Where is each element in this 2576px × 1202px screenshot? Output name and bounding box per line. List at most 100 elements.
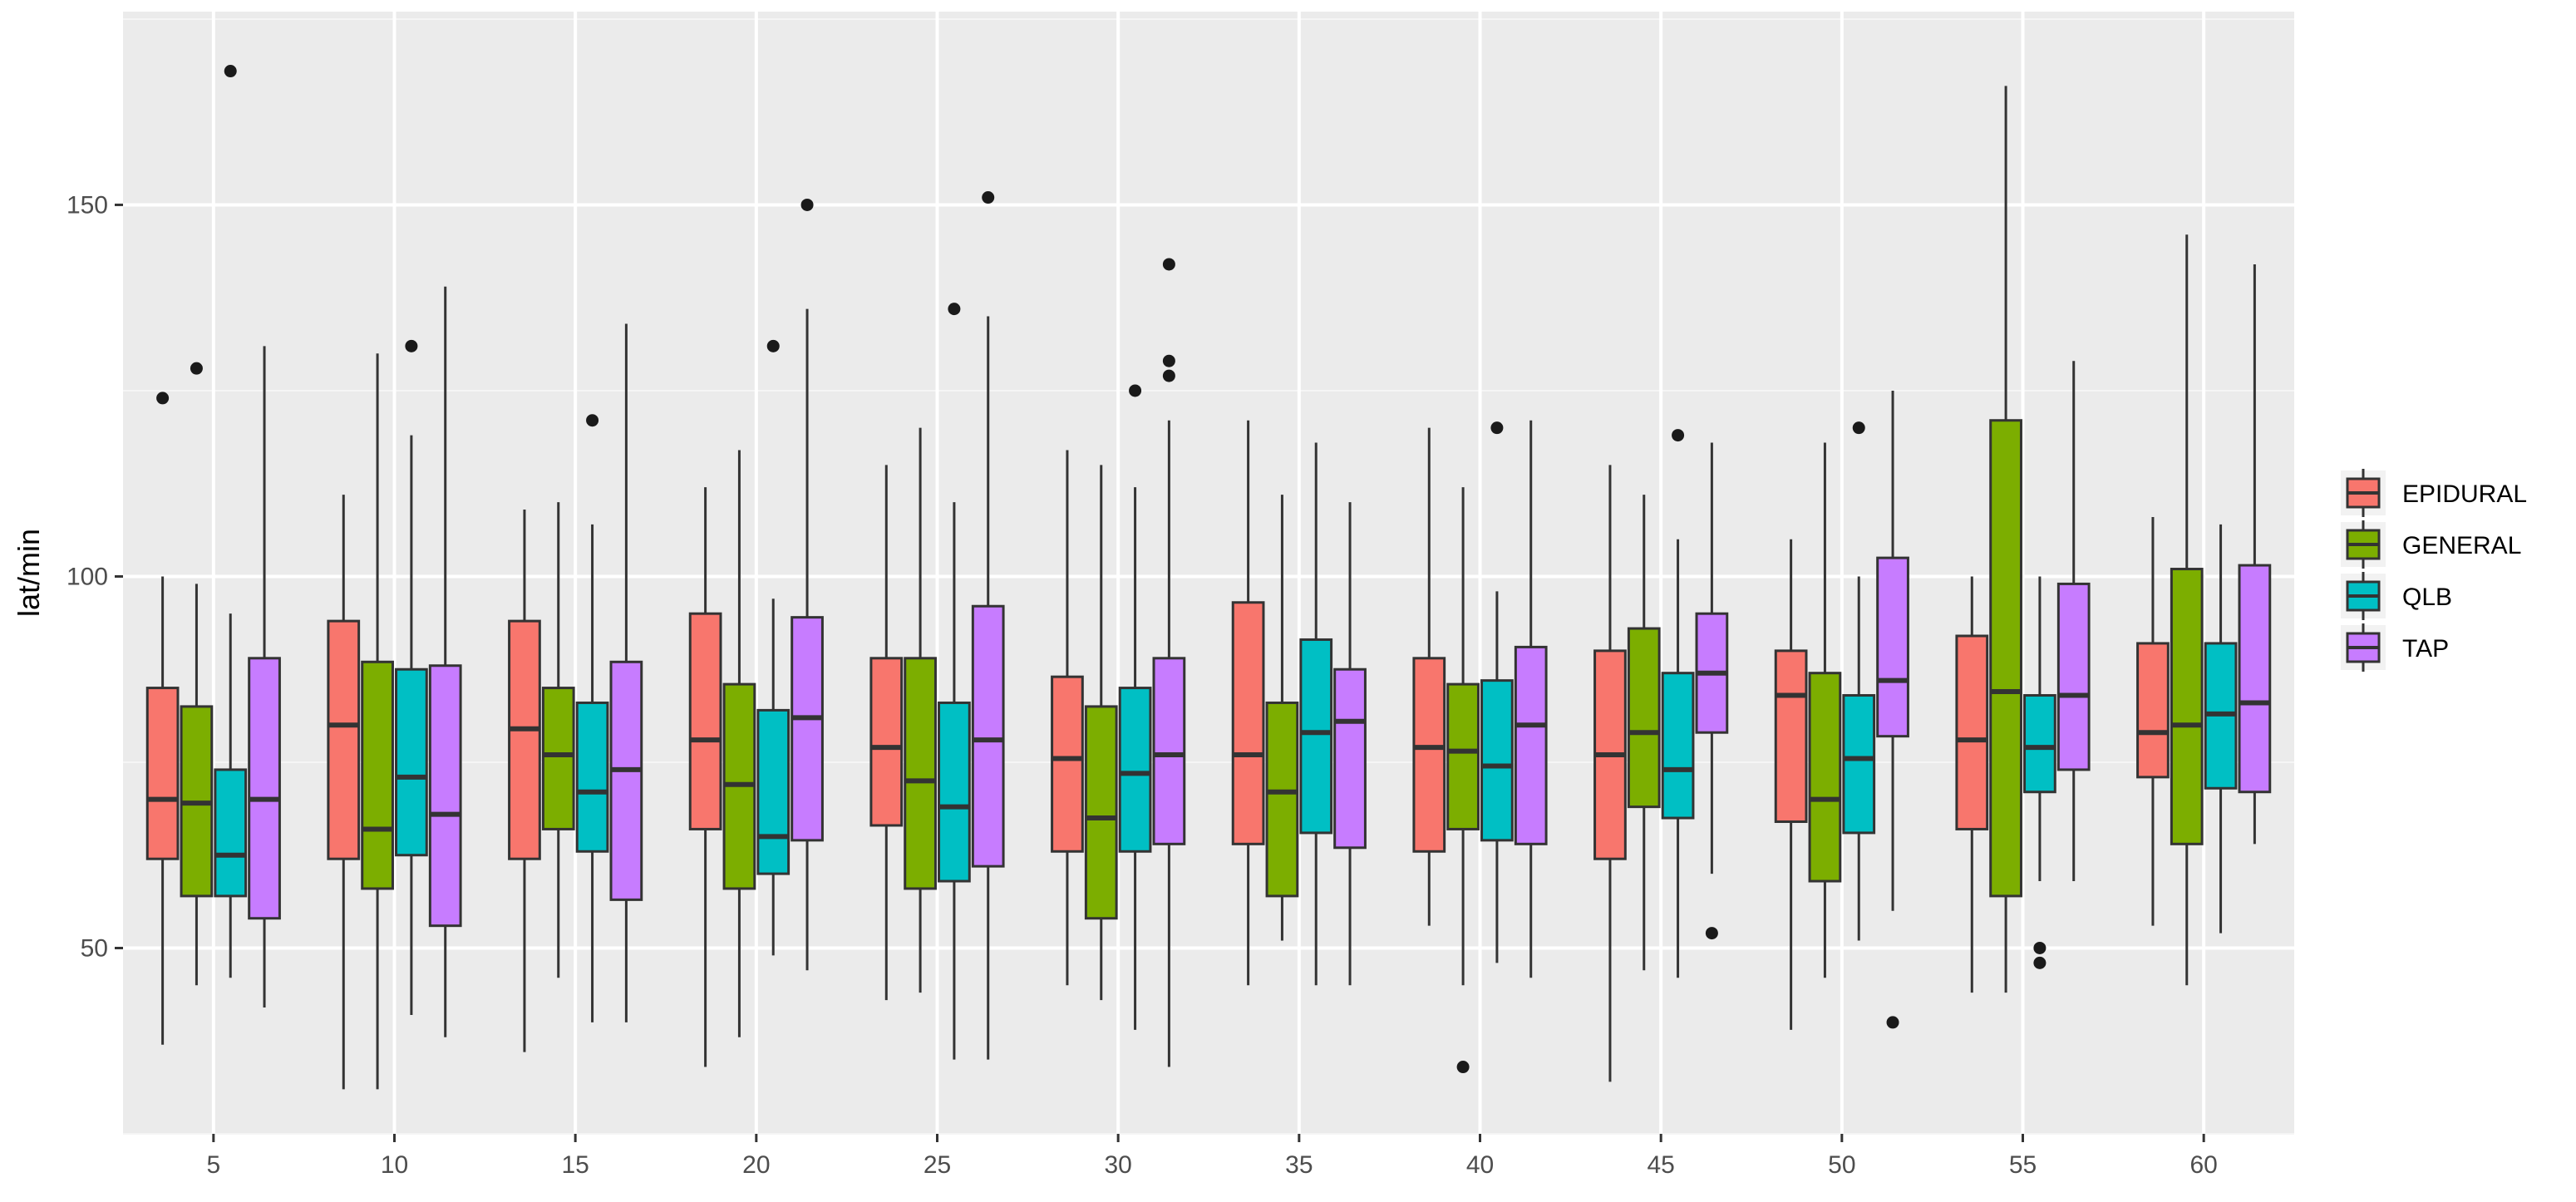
- box-iqr: [248, 657, 281, 920]
- box-epidural-35: [1231, 420, 1265, 986]
- box-iqr: [1299, 638, 1333, 835]
- box-iqr: [869, 657, 904, 827]
- box-qlb-40: [1480, 591, 1514, 963]
- box-qlb-10: [395, 435, 428, 1015]
- box-qlb-35: [1299, 442, 1333, 986]
- box-iqr: [2170, 568, 2204, 845]
- panel-background: [123, 12, 2294, 1134]
- legend-item-general: GENERAL: [2341, 520, 2521, 569]
- box-series: [145, 86, 2272, 1090]
- outlier-point: [2033, 956, 2047, 969]
- y-tick-label: 100: [66, 563, 108, 590]
- box-qlb-50: [1842, 576, 1876, 941]
- box-tap-10: [428, 286, 462, 1037]
- legend-label: TAP: [2402, 635, 2449, 663]
- x-tick-label: 40: [1466, 1151, 1494, 1179]
- box-general-30: [1084, 465, 1118, 1001]
- outlier-points: [156, 65, 2047, 1074]
- box-iqr: [1514, 645, 1548, 845]
- box-epidural-20: [688, 487, 722, 1067]
- outlier-point: [948, 303, 961, 316]
- x-axis: 5 10 15 20 25 30 35 40 45 50 55 60: [206, 1134, 2218, 1179]
- box-iqr: [361, 660, 394, 890]
- box-epidural-10: [327, 495, 361, 1090]
- outlier-point: [405, 339, 418, 352]
- box-iqr: [541, 687, 575, 830]
- box-iqr: [971, 604, 1005, 868]
- outlier-point: [1162, 369, 1175, 382]
- box-epidural-5: [145, 576, 180, 1045]
- box-general-20: [722, 450, 756, 1037]
- y-tick-label: 150: [66, 191, 108, 219]
- box-general-25: [904, 427, 937, 993]
- box-qlb-55: [2023, 576, 2056, 882]
- box-iqr: [2056, 582, 2091, 771]
- legend-label: QLB: [2402, 584, 2452, 611]
- box-iqr: [1333, 668, 1367, 850]
- box-tap-60: [2238, 264, 2272, 845]
- box-epidural-15: [508, 510, 541, 1052]
- box-tap-25: [971, 316, 1005, 1060]
- box-qlb-5: [214, 613, 248, 978]
- box-iqr: [904, 657, 937, 890]
- outlier-point: [224, 65, 237, 78]
- box-general-55: [1989, 86, 2022, 993]
- x-tick-label: 30: [1104, 1151, 1131, 1179]
- x-tick-label: 25: [924, 1151, 951, 1179]
- outlier-point: [982, 191, 995, 204]
- box-iqr: [428, 664, 462, 928]
- box-qlb-45: [1661, 539, 1695, 978]
- box-iqr: [1084, 705, 1118, 920]
- outlier-point: [1672, 429, 1685, 442]
- box-qlb-25: [938, 502, 971, 1060]
- x-tick-label: 10: [381, 1151, 408, 1179]
- box-iqr: [395, 668, 428, 857]
- box-iqr: [791, 616, 824, 842]
- y-axis-title: lat/min: [12, 529, 46, 617]
- box-epidural-55: [1955, 576, 1989, 993]
- box-iqr: [1231, 601, 1265, 845]
- box-tap-15: [609, 323, 643, 1022]
- box-iqr: [1152, 657, 1186, 845]
- box-general-35: [1265, 495, 1299, 941]
- box-iqr: [1842, 694, 1876, 835]
- box-iqr: [1265, 701, 1299, 898]
- outlier-point: [1705, 927, 1718, 940]
- x-tick-label: 20: [742, 1151, 770, 1179]
- box-iqr: [1955, 634, 1989, 830]
- grid-major: [123, 12, 2294, 1134]
- outlier-point: [800, 198, 814, 211]
- box-general-10: [361, 353, 394, 1090]
- box-iqr: [1627, 627, 1661, 809]
- grid-minor: [123, 17, 2294, 1135]
- outlier-point: [1129, 384, 1142, 397]
- outlier-point: [156, 392, 170, 405]
- outlier-point: [1852, 421, 1865, 435]
- box-qlb-15: [575, 524, 609, 1022]
- box-iqr: [2238, 564, 2272, 794]
- x-tick-label: 15: [561, 1151, 589, 1179]
- legend-item-tap: TAP: [2341, 623, 2449, 672]
- box-tap-30: [1152, 420, 1186, 1067]
- box-iqr: [2023, 694, 2056, 794]
- box-iqr: [508, 619, 541, 860]
- box-iqr: [575, 701, 609, 853]
- box-general-5: [180, 584, 214, 986]
- outlier-point: [1490, 421, 1504, 435]
- legend-label: EPIDURAL: [2402, 480, 2527, 508]
- box-tap-55: [2056, 361, 2091, 882]
- box-qlb-20: [756, 599, 791, 956]
- box-iqr: [1876, 556, 1909, 738]
- box-iqr: [609, 660, 643, 901]
- legend-item-qlb: QLB: [2341, 572, 2452, 620]
- outlier-point: [1456, 1061, 1470, 1074]
- box-iqr: [1051, 675, 1084, 853]
- x-tick-label: 35: [1285, 1151, 1313, 1179]
- box-iqr: [688, 612, 722, 830]
- box-iqr: [1774, 649, 1808, 824]
- outlier-point: [586, 414, 599, 427]
- box-iqr: [2136, 642, 2170, 779]
- outlier-point: [1886, 1016, 1899, 1029]
- legend: EPIDURAL GENERAL QLB TAP: [2341, 469, 2527, 672]
- legend-label: GENERAL: [2402, 532, 2521, 559]
